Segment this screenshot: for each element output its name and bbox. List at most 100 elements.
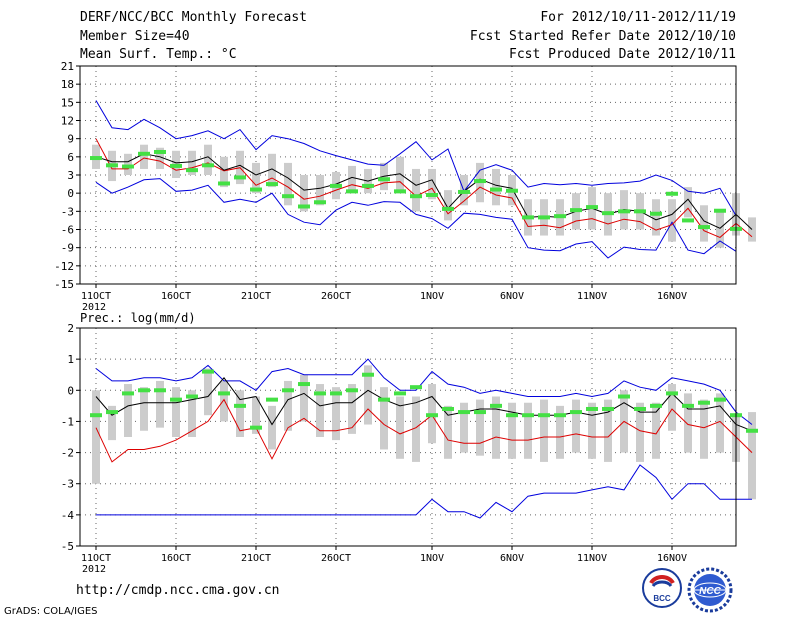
- observation-marker: [122, 164, 134, 169]
- member-spread-bar: [300, 175, 308, 212]
- member-spread-bar: [252, 396, 260, 434]
- observation-marker: [602, 406, 614, 411]
- member-spread-bar: [684, 393, 692, 453]
- observation-marker: [218, 181, 230, 186]
- observation-marker: [106, 410, 118, 415]
- precipitation-panel: -5 -4 -3 -2 -1 0 1 2 11OCT 16OCT 21OCT 26OCT 1NOV 6NO…: [61, 322, 758, 575]
- observation-marker: [218, 391, 230, 396]
- x-tick-label: 26OCT: [321, 291, 351, 302]
- observation-marker: [522, 413, 534, 418]
- member-spread-bar: [124, 153, 132, 175]
- member-spread-bar: [284, 380, 292, 431]
- member-size-label: Member Size=40: [80, 29, 190, 44]
- observation-marker: [154, 149, 166, 154]
- member-spread-bar: [268, 153, 276, 188]
- observation-marker: [330, 391, 342, 396]
- member-spread-bar: [172, 387, 180, 437]
- y-tick-label: -2: [61, 447, 74, 460]
- observation-marker: [298, 382, 310, 387]
- member-spread-bar: [316, 384, 324, 437]
- member-spread-bar: [588, 402, 596, 459]
- observation-marker: [506, 413, 518, 418]
- member-spread-bar: [700, 205, 708, 242]
- observation-marker: [410, 385, 422, 390]
- observation-marker: [266, 397, 278, 402]
- svg-text:NCC: NCC: [699, 586, 721, 597]
- observation-marker: [426, 413, 438, 418]
- observation-marker: [346, 189, 358, 194]
- observation-marker: [122, 391, 134, 396]
- member-spread-bar: [460, 402, 468, 453]
- y-tick-label: -3: [61, 478, 74, 491]
- observation-marker: [234, 175, 246, 180]
- member-spread-bar: [428, 168, 436, 200]
- observation-marker: [362, 183, 374, 188]
- y-tick-label: 0: [67, 384, 74, 397]
- observation-marker: [554, 413, 566, 418]
- observation-marker: [538, 215, 550, 220]
- observation-marker: [442, 406, 454, 411]
- y-tick-label: 3: [67, 169, 74, 182]
- observation-marker: [138, 151, 150, 156]
- member-spread-bar: [652, 402, 660, 459]
- observation-marker: [650, 403, 662, 408]
- observation-marker: [442, 206, 454, 211]
- observation-marker: [618, 209, 630, 214]
- observation-marker: [234, 403, 246, 408]
- y-tick-label: -3: [61, 205, 74, 218]
- observation-marker: [394, 189, 406, 194]
- observation-marker: [250, 187, 262, 192]
- member-spread-bar: [316, 175, 324, 206]
- observation-marker: [90, 413, 102, 418]
- member-spread-bar: [204, 144, 212, 175]
- x-tick-label: 11OCT: [81, 553, 111, 564]
- observation-marker: [154, 388, 166, 393]
- member-spread-bar: [668, 384, 676, 431]
- member-spread-bar: [684, 187, 692, 218]
- x-tick-label: 1NOV: [420, 553, 444, 564]
- observation-marker: [298, 204, 310, 209]
- observation-marker: [426, 192, 438, 197]
- observation-marker: [250, 425, 262, 430]
- member-spread-bar: [156, 380, 164, 428]
- observation-marker: [586, 406, 598, 411]
- observation-marker: [490, 187, 502, 192]
- observation-marker: [554, 214, 566, 219]
- observation-marker: [458, 410, 470, 415]
- y-tick-label: 18: [61, 78, 74, 91]
- observation-marker: [186, 168, 198, 173]
- x-tick-label: 26OCT: [321, 553, 351, 564]
- observation-marker: [458, 189, 470, 194]
- observation-marker: [346, 388, 358, 393]
- variable-label: Mean Surf. Temp.: °C: [80, 47, 237, 62]
- observation-marker: [90, 156, 102, 161]
- member-spread-bar: [636, 402, 644, 462]
- observation-marker: [666, 391, 678, 396]
- member-spread-bar: [252, 162, 260, 194]
- x-tick-label: 1NOV: [420, 291, 444, 302]
- member-spread-bar: [572, 399, 580, 453]
- observation-marker: [602, 211, 614, 216]
- member-spread-bar: [476, 399, 484, 456]
- member-spread-bar: [716, 393, 724, 453]
- observation-marker: [618, 394, 630, 399]
- plot-frame: [79, 327, 737, 547]
- member-spread-bar: [396, 156, 404, 194]
- observation-marker: [186, 394, 198, 399]
- observation-marker: [378, 397, 390, 402]
- observation-marker: [138, 388, 150, 393]
- y-tick-label: -4: [61, 509, 75, 522]
- member-spread-bar: [92, 390, 100, 484]
- member-spread-bar: [412, 396, 420, 462]
- observation-marker: [282, 194, 294, 199]
- y-tick-label: -9: [61, 242, 74, 255]
- observation-marker: [634, 209, 646, 214]
- forecast-started-label: Fcst Started Refer Date 2012/10/10: [469, 29, 736, 44]
- member-spread-bar: [204, 368, 212, 416]
- x-tick-label: 11NOV: [577, 291, 607, 302]
- y-tick-label: 1: [67, 353, 74, 366]
- x-tick-label: 16NOV: [657, 553, 687, 564]
- x-tick-label: 11OCT: [81, 291, 111, 302]
- bcc-logo: BCC: [642, 568, 682, 608]
- ensemble-min-line: [95, 178, 737, 259]
